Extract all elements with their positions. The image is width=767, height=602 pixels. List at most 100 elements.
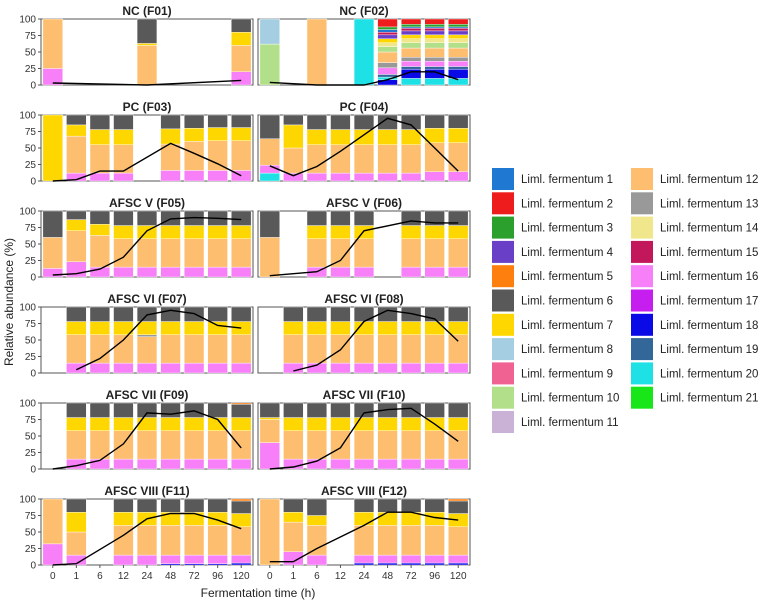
bar-segment xyxy=(401,47,422,58)
bar-segment xyxy=(89,210,110,225)
bar-segment xyxy=(113,402,134,418)
legend-item: Liml. fermentum 7 xyxy=(492,313,613,336)
bar-segment xyxy=(448,61,469,67)
bar-segment xyxy=(89,144,110,174)
bar-segment xyxy=(283,402,304,418)
bar-segment xyxy=(306,114,327,130)
y-tick-label: 100 xyxy=(19,303,36,314)
bar-segment xyxy=(160,498,181,513)
x-tick-label: 6 xyxy=(97,571,103,582)
trend-line xyxy=(52,512,242,566)
bar-segment xyxy=(401,334,422,364)
bar-segment xyxy=(160,430,181,460)
legend-label: Liml. fermentum 15 xyxy=(660,247,758,259)
bar-segment xyxy=(377,32,398,36)
bar-segment xyxy=(377,458,398,470)
bar-segment xyxy=(113,114,134,130)
bar-segment xyxy=(448,114,469,129)
panel: PC (F03) 0 25 50 75 100 xyxy=(19,100,254,188)
bar-segment xyxy=(353,238,375,268)
bar-segment xyxy=(207,127,228,141)
bar-segment xyxy=(424,334,445,364)
bar-segment xyxy=(283,430,304,460)
bar-segment xyxy=(89,321,110,335)
legend-item: Liml. fermentum 19 xyxy=(631,338,758,361)
bar-segment xyxy=(448,38,469,43)
bar-segment xyxy=(330,144,351,174)
bar-segment xyxy=(231,140,252,171)
bar-segment xyxy=(283,147,304,174)
bar-segment xyxy=(113,238,134,268)
y-tick-label: 50 xyxy=(25,48,37,59)
legend-label: Liml. fermentum 13 xyxy=(660,198,758,210)
bar-segment xyxy=(353,266,375,278)
legend-swatch xyxy=(492,216,514,239)
bar-segment xyxy=(353,554,375,564)
bar-segment xyxy=(42,543,63,566)
bar-segment xyxy=(259,442,280,470)
y-tick-label: 0 xyxy=(30,561,36,572)
bar-segment xyxy=(306,525,327,556)
bar-segment xyxy=(42,18,63,69)
bar-segment xyxy=(283,124,304,149)
legend-swatch xyxy=(492,338,514,361)
y-tick-label: 0 xyxy=(30,369,36,380)
legend-swatch xyxy=(631,362,653,385)
bar-segment xyxy=(231,513,252,527)
bar-segment xyxy=(66,210,87,220)
legend-swatch xyxy=(492,411,514,433)
bar-segment xyxy=(330,210,351,226)
bar-segment xyxy=(330,172,351,182)
bar-segment xyxy=(306,417,327,431)
bar-segment xyxy=(184,238,205,268)
x-tick-label: 24 xyxy=(141,571,153,582)
bar-segment xyxy=(283,498,304,513)
panel-title: NC (F01) xyxy=(122,4,171,18)
bar-segment xyxy=(184,362,205,374)
panel-title: AFSC VI (F07) xyxy=(107,292,186,306)
bar-segment xyxy=(136,321,158,335)
bar-segment xyxy=(184,554,205,564)
bar-segment xyxy=(377,334,398,364)
bar-segment xyxy=(184,114,205,129)
bar-segment xyxy=(207,402,228,418)
legend-label: Liml. fermentum 21 xyxy=(660,393,758,405)
bar-segment xyxy=(160,525,181,556)
bar-segment xyxy=(231,266,252,278)
bar-segment xyxy=(424,24,445,28)
bar-segment xyxy=(448,266,469,278)
y-tick-label: 25 xyxy=(25,352,37,363)
bar-segment xyxy=(401,34,422,40)
bar-segment xyxy=(259,18,280,45)
bar-segment xyxy=(448,334,469,364)
legend: Liml. fermentum 1 Liml. fermentum 2 Liml. … xyxy=(492,168,759,433)
bar-segment xyxy=(330,306,351,322)
bar-segment xyxy=(306,238,327,268)
x-tick-label: 48 xyxy=(382,571,394,582)
panel: AFSC VIII (F11) 0 25 50 75 100 0 1 6 12 24 48 72 96 12… xyxy=(19,484,254,582)
bar-segment xyxy=(401,402,422,418)
bar-segment xyxy=(424,30,445,36)
legend-swatch xyxy=(492,362,514,385)
bar-segment xyxy=(401,66,422,70)
legend-label: Liml. fermentum 16 xyxy=(660,271,758,283)
bar-segment xyxy=(136,554,158,566)
legend-swatch xyxy=(492,386,514,409)
y-tick-label: 75 xyxy=(25,223,37,234)
legend-item: Liml. fermentum 9 xyxy=(492,362,613,385)
bar-segment xyxy=(160,458,181,470)
bar-segment xyxy=(231,404,252,418)
bar-segment xyxy=(89,417,110,431)
legend-swatch xyxy=(492,168,514,190)
bar-segment xyxy=(377,430,398,460)
bar-segment xyxy=(306,306,327,322)
bar-segment xyxy=(207,458,228,470)
bar-segment xyxy=(136,18,158,44)
bar-segment xyxy=(377,42,398,47)
bar-segment xyxy=(160,238,181,268)
bar-segment xyxy=(424,525,445,556)
legend-swatch xyxy=(492,192,514,215)
y-tick-label: 0 xyxy=(30,273,36,284)
panel-title: PC (F04) xyxy=(340,100,389,114)
bar-segment xyxy=(89,223,110,236)
